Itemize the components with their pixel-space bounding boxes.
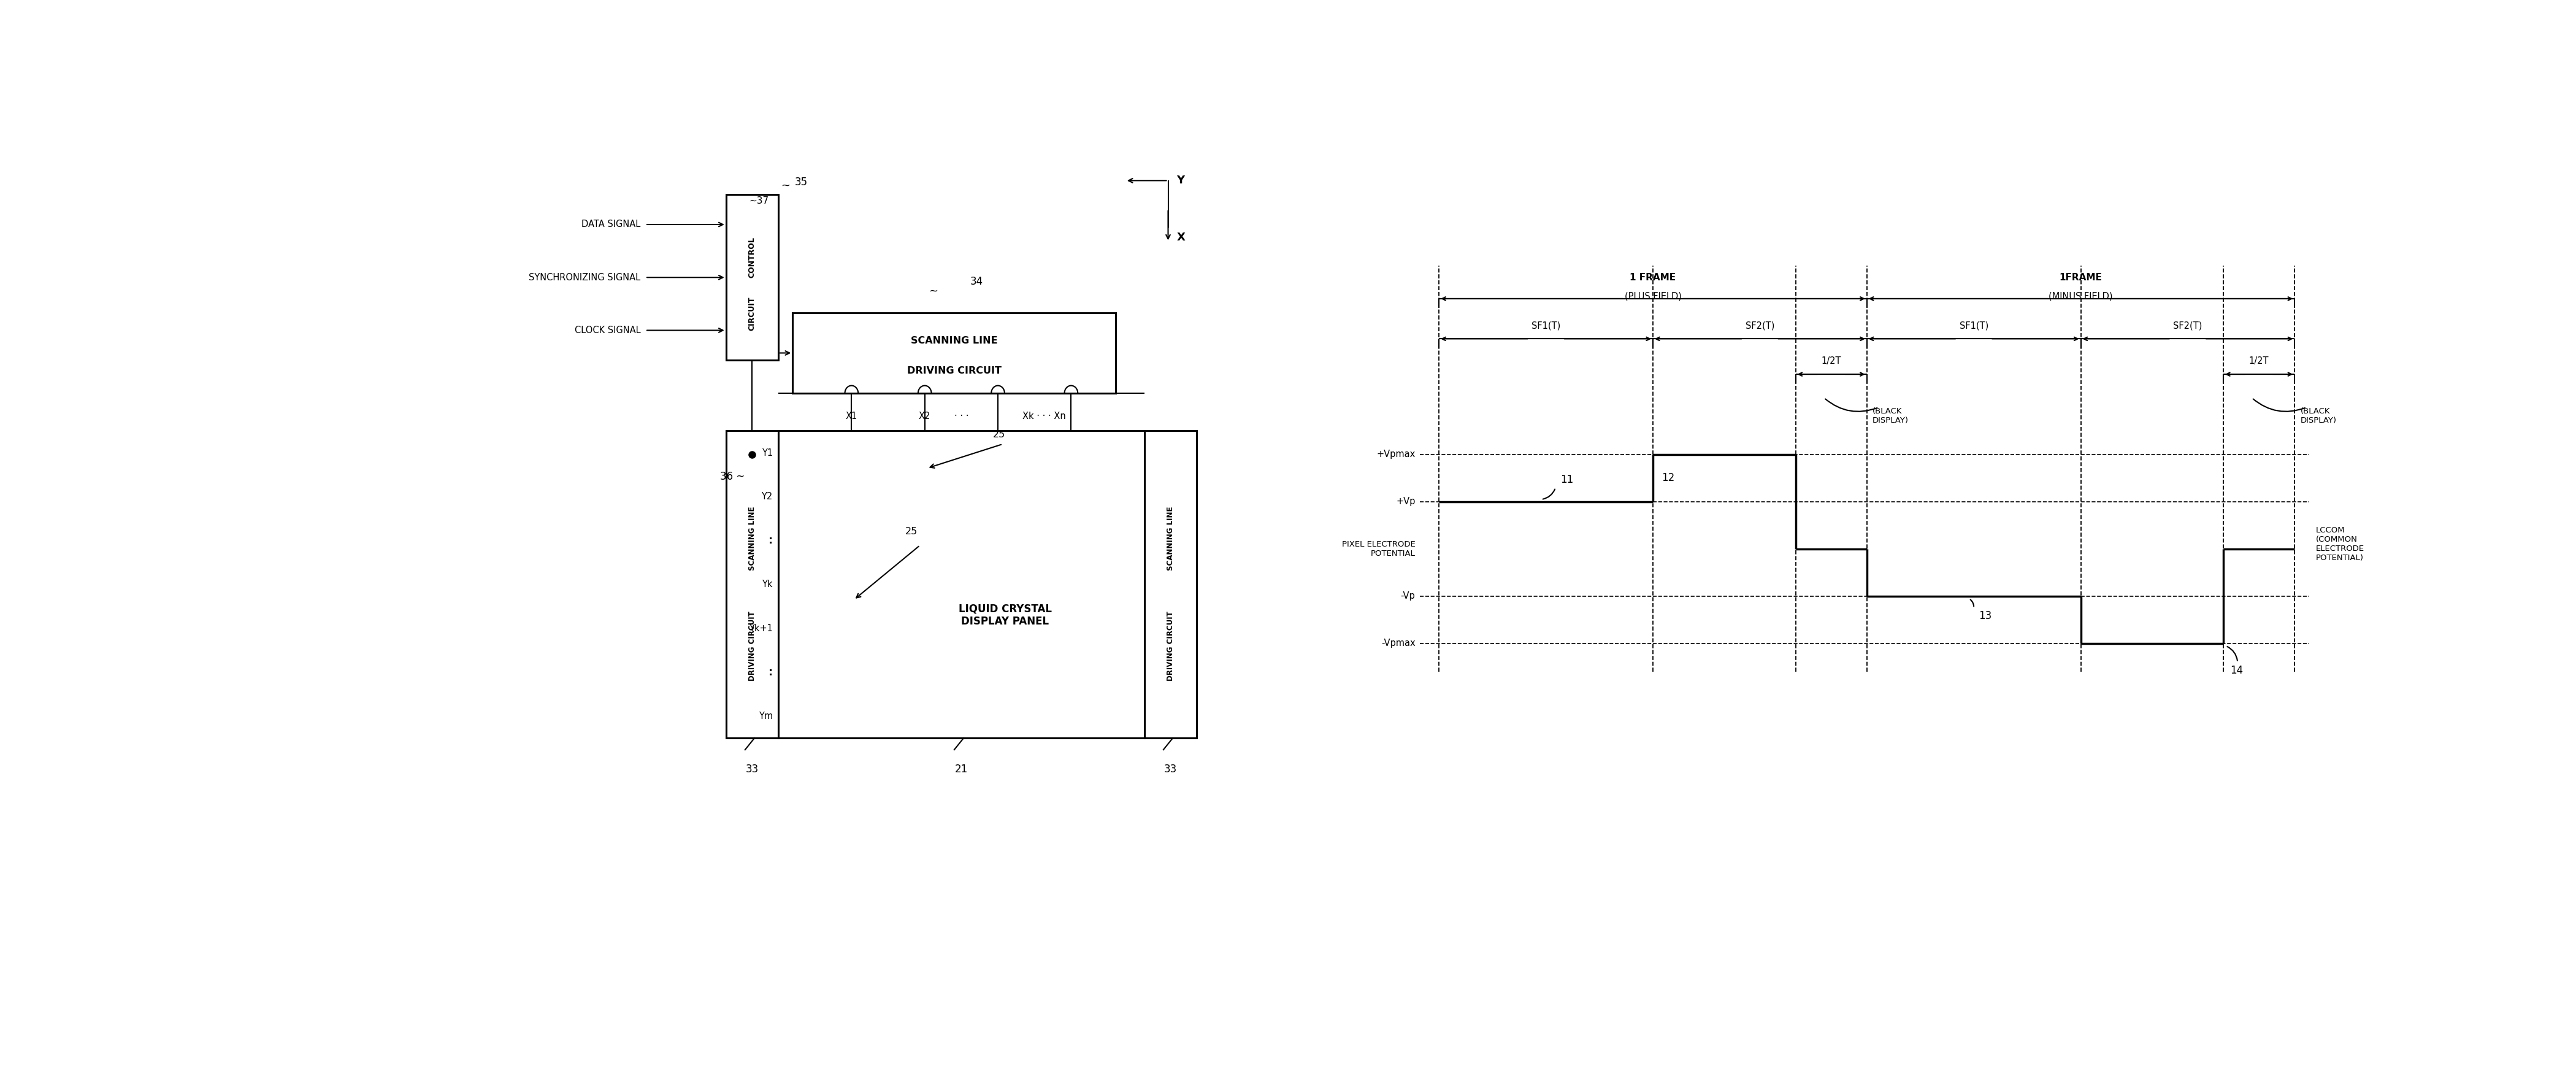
Text: 25: 25 (904, 527, 917, 536)
Text: LCCOM
(COMMON
ELECTRODE
POTENTIAL): LCCOM (COMMON ELECTRODE POTENTIAL) (2316, 527, 2365, 562)
Text: X2: X2 (920, 411, 930, 421)
Text: CONTROL: CONTROL (747, 237, 757, 278)
Text: ~37: ~37 (750, 197, 768, 205)
Text: X1: X1 (845, 411, 858, 421)
Text: SCANNING LINE: SCANNING LINE (747, 506, 757, 570)
Text: ~: ~ (930, 285, 938, 296)
Bar (778, 430, 1144, 738)
Text: DRIVING CIRCUIT: DRIVING CIRCUIT (747, 611, 757, 680)
Text: :: : (768, 535, 773, 546)
Text: Y: Y (1177, 175, 1185, 186)
Text: (BLACK
DISPLAY): (BLACK DISPLAY) (2300, 407, 2336, 424)
Text: PIXEL ELECTRODE
POTENTIAL: PIXEL ELECTRODE POTENTIAL (1342, 540, 1414, 557)
Text: 1FRAME: 1FRAME (2058, 272, 2102, 282)
Text: (MINUS FIELD): (MINUS FIELD) (2048, 292, 2112, 301)
Text: 1 FRAME: 1 FRAME (1631, 272, 1677, 282)
Text: 33: 33 (744, 764, 760, 775)
Text: 25: 25 (994, 430, 1005, 439)
Text: -Vp: -Vp (1401, 592, 1414, 601)
Text: Ym: Ym (757, 711, 773, 721)
Text: SYNCHRONIZING SIGNAL: SYNCHRONIZING SIGNAL (528, 272, 641, 282)
Text: DATA SIGNAL: DATA SIGNAL (582, 220, 641, 230)
Text: +Vp: +Vp (1396, 498, 1414, 506)
Text: 35: 35 (796, 176, 809, 188)
Text: Xk · · · Xn: Xk · · · Xn (1023, 411, 1066, 421)
Text: Y2: Y2 (762, 492, 773, 501)
Text: 21: 21 (956, 764, 969, 775)
Text: DRIVING CIRCUIT: DRIVING CIRCUIT (907, 366, 1002, 375)
Text: 33: 33 (1164, 764, 1177, 775)
Text: ~: ~ (781, 179, 791, 191)
Text: 11: 11 (1561, 474, 1574, 485)
Text: 13: 13 (1978, 611, 1991, 622)
Text: :: : (768, 666, 773, 678)
Text: SF2(T): SF2(T) (1747, 321, 1775, 330)
Text: SCANNING LINE: SCANNING LINE (912, 336, 997, 346)
Text: LIQUID CRYSTAL
DISPLAY PANEL: LIQUID CRYSTAL DISPLAY PANEL (958, 603, 1051, 627)
Text: X: X (1177, 232, 1185, 242)
Text: 1/2T: 1/2T (1821, 357, 1842, 365)
Bar (726, 430, 778, 738)
Text: 36 ~: 36 ~ (721, 471, 744, 482)
Text: 12: 12 (1662, 473, 1674, 484)
Text: 34: 34 (971, 276, 984, 287)
Text: SF1(T): SF1(T) (1533, 321, 1561, 330)
Text: +Vpmax: +Vpmax (1376, 450, 1414, 459)
Text: CLOCK SIGNAL: CLOCK SIGNAL (574, 326, 641, 335)
Text: 1/2T: 1/2T (2249, 357, 2269, 365)
Text: SF2(T): SF2(T) (2174, 321, 2202, 330)
Text: SCANNING LINE: SCANNING LINE (1167, 506, 1175, 570)
Text: · · ·: · · · (953, 411, 969, 421)
Text: DRIVING CIRCUIT: DRIVING CIRCUIT (1167, 611, 1175, 680)
Bar (726, 194, 778, 360)
Text: Y1: Y1 (762, 449, 773, 457)
Text: (PLUS FIELD): (PLUS FIELD) (1625, 292, 1682, 301)
Bar (1144, 430, 1198, 738)
Text: (BLACK
DISPLAY): (BLACK DISPLAY) (1873, 407, 1909, 424)
Text: -Vpmax: -Vpmax (1381, 639, 1414, 648)
Text: 14: 14 (2231, 664, 2244, 676)
Text: Yk+1: Yk+1 (750, 624, 773, 633)
Bar (793, 313, 1115, 393)
Text: Yk: Yk (762, 580, 773, 590)
Text: SF1(T): SF1(T) (1960, 321, 1989, 330)
Text: CIRCUIT: CIRCUIT (747, 297, 757, 331)
